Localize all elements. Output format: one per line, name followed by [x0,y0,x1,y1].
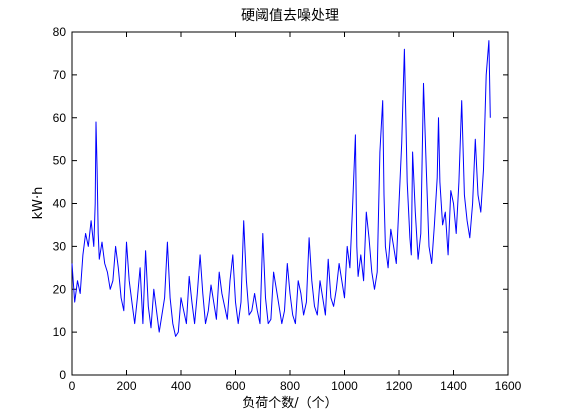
x-tick-label: 1000 [331,379,358,393]
x-tick-label: 1400 [440,379,467,393]
x-tick-label: 400 [171,379,191,393]
y-tick-label: 50 [53,154,67,168]
y-tick-label: 70 [53,68,67,82]
y-tick-label: 10 [53,325,67,339]
x-tick-label: 0 [69,379,76,393]
watermark-text: https://blog.csdn.net/TIQCmatlab [365,393,555,408]
y-tick-label: 60 [53,111,67,125]
y-tick-label: 40 [53,197,67,211]
y-tick-label: 30 [53,239,67,253]
x-tick-label: 200 [116,379,136,393]
plot-frame [71,31,509,376]
y-tick-label: 80 [53,25,67,39]
series-layer [71,40,491,337]
y-tick-label: 20 [53,282,67,296]
x-tick-label: 1600 [495,379,522,393]
chart-title: 硬阈值去噪处理 [241,8,339,24]
y-tick-label: 0 [59,368,66,382]
x-axis-title: 负荷个数/（个） [242,396,337,411]
axis-ticks: 0 200 400 600 800 1000 1200 1400 1600 0 10 20 30 40 50… [53,25,522,393]
y-axis-title: kW·h [31,187,46,220]
x-tick-label: 800 [280,379,300,393]
series-line [71,40,491,337]
x-tick-label: 1200 [386,379,413,393]
x-tick-label: 600 [225,379,245,393]
